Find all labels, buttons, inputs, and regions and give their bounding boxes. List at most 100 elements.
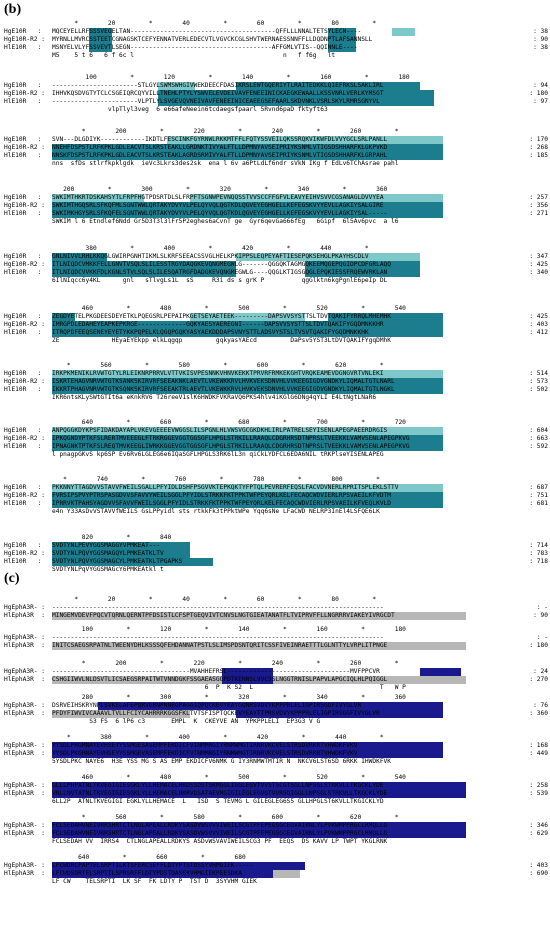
- position-ruler: 200 * 300 * 320 * 340 * 360: [52, 186, 388, 193]
- conservation-highlight: [52, 830, 466, 838]
- conservation-highlight: [52, 710, 190, 718]
- position-ruler: 280 * 300 * 320 * 340 * 360: [52, 694, 406, 701]
- sequence-residues: IPNAGNKTPTKFSLREQTMVKEEGLIWRKKGGEVGGTGGS…: [52, 443, 512, 451]
- sequence-name: HlE10R :: [4, 44, 42, 51]
- position-ruler: * 200 * 220 * 240 * 260 *: [52, 660, 399, 667]
- panel-label-b: (b): [4, 2, 22, 17]
- conservation-highlight: [52, 378, 443, 386]
- sequence-row: HlE10R : MSNYELVLYFSSVEVTLSEGN-----------…: [4, 44, 548, 52]
- conservation-highlight: [52, 144, 443, 152]
- sequence-name: HgE10R :: [4, 484, 42, 491]
- consensus-line: l pnagpGKvS kp6SP Ev6Rv6LGLEG6e6IQaSGFLH…: [52, 451, 384, 458]
- sequence-row: HlE10R : SWKIMKHGYSRLSFKQFELSGNTWWLQRTAKY…: [4, 210, 548, 218]
- panel-label-c: (c): [4, 571, 20, 586]
- conservation-highlight: [52, 210, 443, 218]
- sequence-row: HgEphA3R- : -----------------------------…: [4, 668, 548, 676]
- sequence-residues: SWKIMKHGYSRLSFKQFELSGNTWWLQRTAKYDVYVLPEL…: [52, 210, 512, 218]
- sequence-residues: ----------------------------------------…: [52, 604, 512, 612]
- sequence-name: HgE10R-R2 :: [4, 492, 45, 499]
- sequence-row: HgEphA3R- : -----------------------------…: [4, 604, 548, 612]
- sequence-residues: IPRRVKTPAHSYAGDVVSFAVVFWEILSGGLPFYIDLSTR…: [52, 500, 512, 508]
- sequence-name: HgEphA3R- :: [4, 862, 45, 869]
- position-ruler: 100 * 120 * 140 * 160 * 180: [52, 74, 410, 81]
- end-position: : 783: [529, 550, 548, 557]
- end-position: : 514: [529, 370, 548, 377]
- sequence-residues: IKKRTPHAGVNRVWTGTKSQNKSKIRVRFSEEAKTRLAEV…: [52, 386, 512, 394]
- conservation-highlight: [167, 136, 443, 144]
- sequence-row: HlE10R : -----------------------VLPTLYLSV…: [4, 98, 548, 106]
- sequence-residues: IRKPKMENIKLRVWTGTYLRLEIKNRPRRVLVTTVKISVP…: [52, 370, 512, 378]
- sequence-name: HgEphA3R- :: [4, 822, 45, 829]
- residue-text: ITLNIQDCVMKKFELLGNVTVSQLSLILESSTRGYDAQGK…: [52, 261, 391, 268]
- sequence-row: HgE10R-R2 : IHHVKQSDVGTYTCLCSGEIQRCQYVILL…: [4, 90, 548, 98]
- sequence-row: HlEphA3R : PFDYFIWVIVCAAAVLTVLLFCIYCAHRRR…: [4, 710, 548, 718]
- sequence-name: HgE10R :: [4, 28, 42, 35]
- conservation-highlight: [52, 427, 443, 435]
- sequence-residues: FCLSEDAHVNEIVRRSHRTCTLNGLAPEALLRDKYSASDV…: [52, 822, 512, 830]
- residue-text: CSHGIIWVLNLDSVTLICSAEGSRPAITWTVNNDGKFSSG…: [52, 676, 388, 683]
- sequence-name: HgE10R-R2 :: [4, 435, 45, 442]
- residue-text: ----------------------------------------…: [52, 634, 384, 641]
- end-position: : 180: [529, 642, 548, 649]
- conservation-highlight: [52, 500, 443, 508]
- conservation-highlight: [272, 870, 301, 878]
- conservation-highlight: [52, 329, 443, 337]
- sequence-residues: YYSDLPKGHNAYEVHSEYYSSMGEVASEMPFEKDICFVIN…: [52, 750, 512, 758]
- end-position: : 94: [533, 82, 548, 89]
- sequence-residues: FCLSEDAHVNEIVRRSHRTCTLNGLAPEALLRDKYSASDV…: [52, 830, 512, 838]
- alignment-block: * 380 * 400 * 420 * 440 * HgEphA3R- : YYSD…: [4, 734, 548, 766]
- position-ruler: 460 * 480 * 500 * 520 * 540: [52, 305, 406, 312]
- end-position: : 425: [529, 313, 548, 320]
- sequence-residues: PFDYFIWVIVCAAAVLTVLLFCIYCAHRRRKGGSFKLTVT…: [52, 710, 512, 718]
- conservation-highlight: [305, 269, 420, 277]
- position-ruler: * 380 * 400 * 420 * 440 *: [52, 734, 384, 741]
- end-position: : -: [536, 604, 548, 611]
- sequence-row: HlE10R : IKKRTPHAGVNRVWTGTKSQNKSKIRVRFSEE…: [4, 386, 548, 394]
- conservation-highlight: [157, 90, 434, 98]
- sequence-name: HlE10R :: [4, 269, 42, 276]
- sequence-residues: PKKNNYTTAGDVVSTAVVFWEILSGALLPFYIDLDSHFPS…: [52, 484, 512, 492]
- residue-text: SVDTYNLPEVYGGSMAGGYVPMKEAT---: [52, 542, 161, 549]
- end-position: : 681: [529, 500, 548, 507]
- conservation-highlight: [52, 443, 443, 451]
- sequence-name: HgEphA3R- :: [4, 702, 45, 709]
- residue-text: SWKIMTHKRTDSKAHSYTLFRPFHGTPDSRTDLSLFRPFT…: [52, 194, 384, 201]
- residue-text: ANPQGGKDYKPSFIDAKDAYAPLVKEVGEEEEVWGGSLIL…: [52, 427, 388, 434]
- sequence-name: HgE10R-R2 :: [4, 202, 45, 209]
- sequence-residues: SVDTYNLPQVYGGSMAGQYLPMKEATKLTV: [52, 550, 512, 558]
- residue-text: INITCSAEGSRPATNLTWEENYDHLKSSSQFEHDANNATP…: [52, 642, 388, 649]
- conservation-highlight: [236, 702, 443, 710]
- position-ruler: 820 * 840: [52, 534, 172, 541]
- sequence-residues: NNSKFDSPSTLRFKPKLGDLEACVTSLKRSTEAKLAGRDS…: [52, 152, 512, 160]
- residue-text: IRKPKMENIKLRVWTGTYLRLEIKNRPRRVLVTTVKISVP…: [52, 370, 384, 377]
- sequence-row: HgE10R : SVN---DLGDIYK------------IKDTLFE…: [4, 136, 548, 144]
- sequence-residues: MINGEMVDEVFPQCVTQRNLQERNTPFDSISTLCFSPTGE…: [52, 612, 512, 620]
- end-position: : -: [536, 634, 548, 641]
- consensus-line: FCLSEDAH VV IRRS4 CTLNGLAPEALLRDKYS ASDv…: [52, 838, 388, 845]
- sequence-row: HgE10R : ANPQGGKDYKPSFIDAKDAYAPLVKEVGEEEE…: [4, 427, 548, 435]
- sequence-residues: GLLLPHPATNLTKVEGIGIESGKLYLLHEMACELHKDSSD…: [52, 782, 512, 790]
- conservation-highlight: [157, 82, 195, 90]
- sequence-residues: GNLNIVVLRHLKKQGLGWIRPGNHTIKMLSLKRFSEEACS…: [52, 253, 512, 261]
- end-position: : 24: [533, 668, 548, 675]
- conservation-highlight: [157, 98, 434, 106]
- sequence-name: HgE10R :: [4, 542, 42, 549]
- sequence-name: HlE10R :: [4, 443, 42, 450]
- residue-text: IHHVKQSDVGTYTCLCSGEIQRCQYVILLTNEHLPTYLYS…: [52, 90, 384, 97]
- sequence-residues: SVDTYNLPEVYGGSMAGGYVPMKEAT---: [52, 542, 512, 550]
- residue-text: ISKRTEHAGVNRVWTGTKSANKSKIRVRFSEEAKNKLAEV…: [52, 378, 395, 385]
- residue-text: PFDYFIWVIVCAAAVLTVLLFCIYCAHRRRKGGSFKLTVT…: [52, 710, 380, 717]
- sequence-row: HgEphA3R- : YYSDLPRGMNAYEVHSEYYSSMGESASEM…: [4, 742, 548, 750]
- sequence-residues: ITLNIQDCVMKKFELLGNVTVSQLSLILESSTRGYDAQGK…: [52, 261, 512, 269]
- alignment-block: 820 * 840 HgE10R : SVDTYNLPEVYGGSMAGGYVPMK…: [4, 534, 548, 574]
- sequence-name: HgE10R-R2 :: [4, 550, 45, 557]
- end-position: : 412: [529, 329, 548, 336]
- end-position: : 76: [533, 702, 548, 709]
- sequence-residues: INITCSAEGSRPATNLTWEENYDHLKSSSQFEHDANNATP…: [52, 642, 512, 650]
- residue-text: LFCWDSDRTELSRPTILSPRSRFFLDTYPDSTDASSYVHM…: [52, 870, 242, 877]
- alignment-block: * 560 * 580 * 600 * 620 * HgE10R : IRKPKME…: [4, 362, 548, 402]
- sequence-name: HgE10R-R2 :: [4, 321, 45, 328]
- position-ruler: 100 * 120 * 140 * 160 * 180: [52, 626, 406, 633]
- sequence-row: HlE10R : IPRRVKTPAHSYAGDVVSFAVVFWEILSGGLP…: [4, 500, 548, 508]
- sequence-residues: -------------------------------------MVA…: [52, 668, 512, 676]
